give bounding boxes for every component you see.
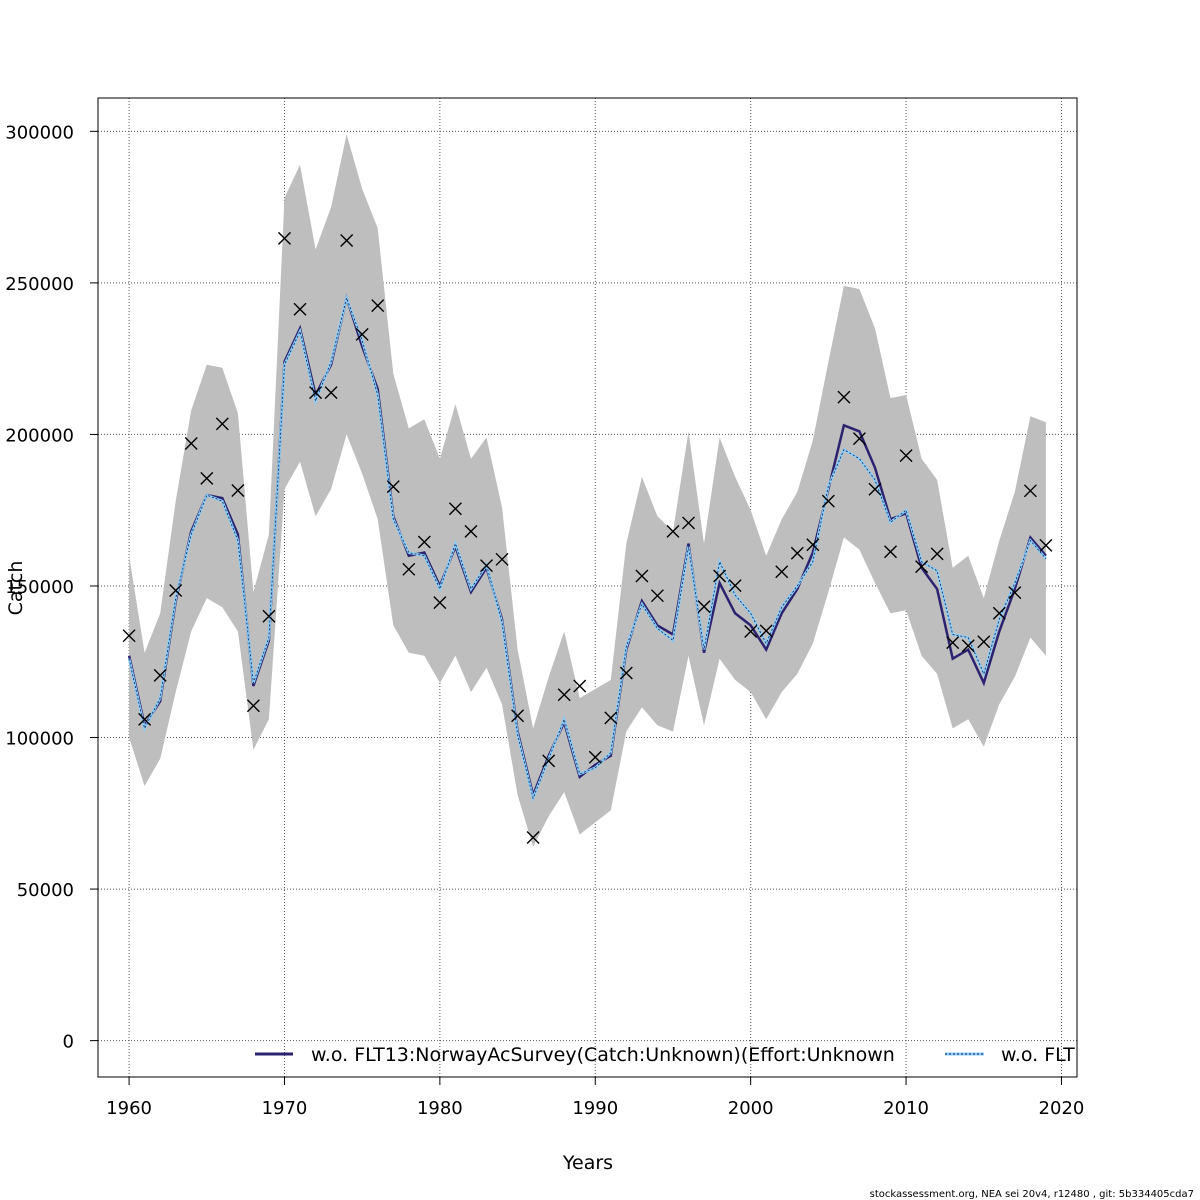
y-axis-title: Catch	[5, 561, 27, 616]
observed-point	[1039, 538, 1053, 552]
observed-point	[448, 502, 462, 516]
observed-point	[293, 302, 307, 316]
y-tick-label: 0	[63, 1032, 74, 1053]
series-lines	[127, 293, 1047, 803]
observed-point	[961, 639, 975, 653]
observed-point	[402, 562, 416, 576]
x-axis: 1960 1970 1980 1990 2000 2010 2020	[106, 1076, 1085, 1119]
observed-point	[277, 231, 291, 245]
observed-point	[309, 386, 323, 400]
observed-point	[744, 624, 758, 638]
observed-point	[557, 688, 571, 702]
observed-point	[169, 584, 183, 598]
y-tick-label: 100000	[5, 729, 74, 750]
observed-point	[759, 624, 773, 638]
observed-point	[122, 629, 136, 643]
observed-point	[619, 666, 633, 680]
legend-label-series-2: w.o. FLT	[1001, 1044, 1075, 1066]
observed-point	[355, 327, 369, 341]
observed-point	[635, 569, 649, 583]
observed-point	[697, 600, 711, 614]
observed-point	[262, 609, 276, 623]
y-tick-label: 300000	[5, 122, 74, 143]
x-tick-label: 1970	[262, 1098, 308, 1119]
observed-point	[324, 386, 338, 400]
observed-point	[433, 596, 447, 610]
observed-point	[231, 484, 245, 498]
observed-point	[806, 538, 820, 552]
legend: w.o. FLT13:NorwayAcSurvey(Catch:Unknown)…	[255, 1044, 1075, 1066]
y-axis: 0 50000 100000 150000 200000 250000 300000	[5, 122, 99, 1053]
observed-point	[713, 569, 727, 583]
confidence-band-area	[129, 134, 1046, 847]
observed-point	[588, 750, 602, 764]
observed-point	[604, 711, 618, 725]
observed-point	[837, 390, 851, 404]
x-tick-label: 2020	[1039, 1098, 1085, 1119]
footer-credit: stockassessment.org, NEA sei 20v4, r1248…	[870, 1189, 1194, 1200]
x-tick-label: 2010	[883, 1098, 929, 1119]
observed-point	[246, 699, 260, 713]
x-tick-label: 1990	[572, 1098, 618, 1119]
observed-point	[138, 712, 152, 726]
y-tick-label: 200000	[5, 425, 74, 446]
observed-point	[573, 679, 587, 693]
observed-point	[682, 516, 696, 530]
y-tick-label: 150000	[5, 577, 74, 598]
observed-point	[511, 709, 525, 723]
legend-label-series-1: w.o. FLT13:NorwayAcSurvey(Catch:Unknown)…	[311, 1044, 895, 1066]
observed-point	[371, 299, 385, 313]
observed-point	[821, 494, 835, 508]
series-line-2-dots	[128, 296, 1047, 800]
observed-point	[977, 635, 991, 649]
observed-point	[728, 579, 742, 593]
observed-point	[666, 524, 680, 538]
observed-points	[122, 231, 1053, 845]
confidence-band	[129, 134, 1046, 847]
x-axis-title: Years	[562, 1152, 613, 1174]
observed-point	[417, 535, 431, 549]
observed-point	[790, 546, 804, 560]
observed-point	[1008, 586, 1022, 600]
observed-point	[899, 449, 913, 463]
observed-point	[930, 547, 944, 561]
observed-point	[495, 552, 509, 566]
observed-point	[775, 565, 789, 579]
observed-point	[650, 589, 664, 603]
observed-point	[868, 482, 882, 496]
observed-point	[340, 233, 354, 247]
observed-point	[992, 606, 1006, 620]
observed-point	[153, 668, 167, 682]
observed-point	[1023, 484, 1037, 498]
observed-point	[215, 417, 229, 431]
y-tick-label: 250000	[5, 274, 74, 295]
observed-point	[915, 560, 929, 574]
observed-point	[526, 831, 540, 845]
x-tick-label: 1960	[106, 1098, 152, 1119]
observed-point	[946, 636, 960, 650]
x-tick-label: 1980	[417, 1098, 463, 1119]
observed-point	[184, 437, 198, 451]
x-tick-label: 2000	[728, 1098, 774, 1119]
observed-point	[852, 432, 866, 446]
observed-point	[542, 754, 556, 768]
observed-point	[464, 524, 478, 538]
observed-point	[200, 471, 214, 485]
y-tick-label: 50000	[17, 880, 74, 901]
observed-point	[386, 480, 400, 494]
observed-point	[884, 545, 898, 559]
observed-point	[479, 559, 493, 573]
